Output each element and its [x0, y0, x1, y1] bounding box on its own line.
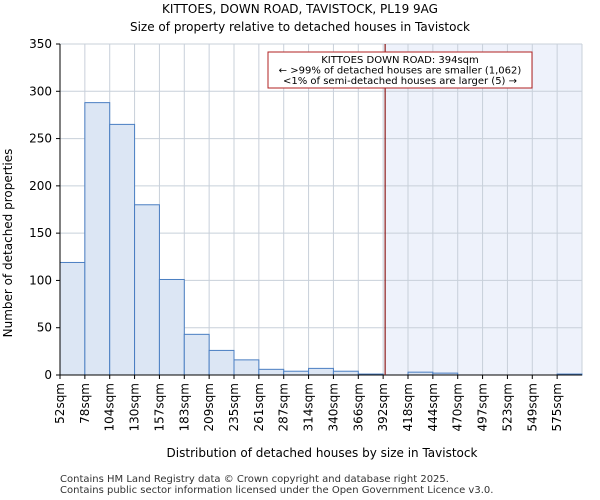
x-tick-label: 314sqm [302, 383, 316, 431]
y-axis-label: Number of detached properties [1, 149, 15, 338]
annotation-line-1: KITTOES DOWN ROAD: 394sqm [321, 55, 479, 66]
highlight-region [385, 44, 582, 375]
bar-52sqm [59, 261, 86, 376]
x-tick-label: 418sqm [401, 383, 415, 431]
plot-area: 0 50 100 150 200 250 300 350 52sqm 78sqm 104sqm 130… [29, 37, 583, 431]
x-tick-label: 392sqm [376, 383, 390, 431]
y-tick-label: 200 [29, 179, 52, 193]
x-tick-label: 104sqm [103, 383, 117, 431]
bar-235sqm [233, 359, 260, 376]
footer-line-2: Contains public sector information licen… [60, 485, 493, 496]
x-tick-label: 575sqm [550, 383, 564, 431]
x-axis-label: Distribution of detached houses by size … [167, 446, 478, 460]
y-tick-label: 250 [29, 132, 52, 146]
y-tick-label: 150 [29, 226, 52, 240]
x-tick-label: 261sqm [252, 383, 266, 431]
bar-104sqm [109, 123, 136, 376]
x-tick-label: 130sqm [128, 383, 142, 431]
bar-130sqm [134, 204, 160, 376]
x-tick-label: 209sqm [202, 383, 216, 431]
annotation-line-2: ← >99% of detached houses are smaller (1… [279, 66, 522, 77]
x-tick-label: 366sqm [351, 383, 365, 431]
annotation-line-3: <1% of semi-detached houses are larger (… [283, 76, 517, 87]
x-tick-label: 183sqm [177, 383, 191, 431]
x-tick-label: 444sqm [426, 383, 440, 431]
x-tick-label: 78sqm [78, 383, 92, 424]
x-tick-label: 52sqm [53, 383, 67, 424]
bar-314sqm [308, 367, 334, 376]
annotation-box [267, 51, 533, 89]
x-tick-label: 549sqm [525, 383, 539, 431]
y-tick-label: 300 [29, 84, 52, 98]
footer-line-1: Contains HM Land Registry data © Crown c… [60, 474, 449, 485]
chart-title: KITTOES, DOWN ROAD, TAVISTOCK, PL19 9AG [162, 2, 438, 16]
bar-183sqm [183, 333, 210, 376]
x-tick-label: 235sqm [227, 383, 241, 431]
y-tick-label: 0 [44, 368, 52, 382]
bar-78sqm [84, 102, 111, 376]
x-tick-label: 497sqm [476, 383, 490, 431]
y-tick-label: 350 [29, 37, 52, 51]
chart-subtitle: Size of property relative to detached ho… [130, 20, 470, 34]
x-tick-label: 157sqm [152, 383, 166, 431]
bar-261sqm [258, 368, 285, 376]
y-tick-label: 100 [29, 273, 52, 287]
x-tick-label: 287sqm [277, 383, 291, 431]
x-tick-label: 340sqm [326, 383, 340, 431]
bar-157sqm [158, 278, 185, 376]
y-tick-label: 50 [37, 321, 52, 335]
x-tick-label: 470sqm [451, 383, 465, 431]
bar-209sqm [208, 349, 235, 376]
bar-287sqm [283, 370, 310, 376]
x-tick-label: 523sqm [500, 383, 514, 431]
bar-340sqm [332, 370, 359, 376]
